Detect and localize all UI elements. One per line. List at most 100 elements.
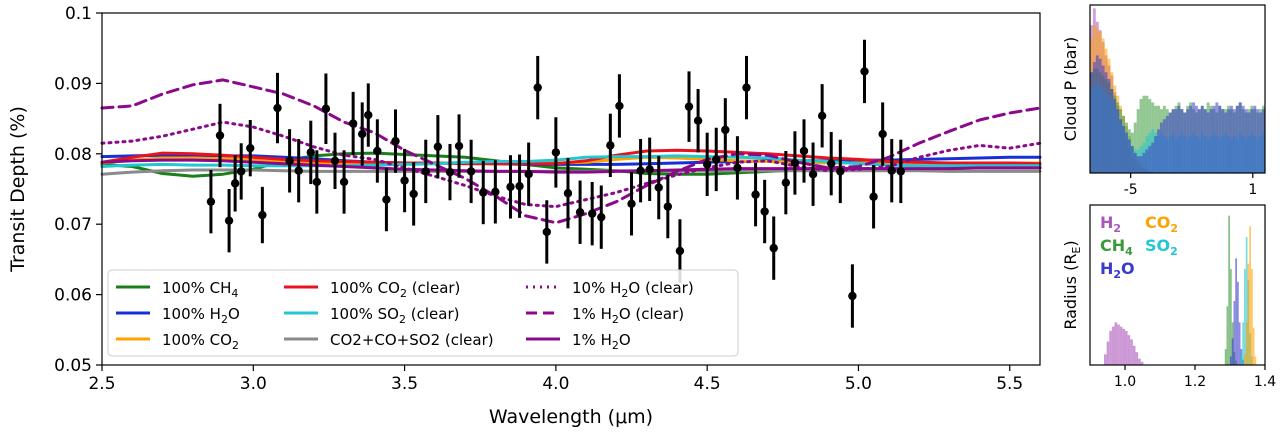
radius-bar xyxy=(1245,237,1248,365)
obs-point xyxy=(636,166,645,175)
main-transit-panel: 2.5 3.0 3.5 4.0 4.5 5.0 5.5 0.050.060.070.080.… xyxy=(7,4,1042,428)
cloud-bar xyxy=(1090,72,1093,173)
obs-point xyxy=(454,141,464,151)
obs-point xyxy=(409,189,418,199)
cloud-bar xyxy=(1171,109,1175,173)
cloud-bar xyxy=(1104,72,1108,173)
radius-histograms xyxy=(1104,215,1257,365)
cloud-bar xyxy=(1221,109,1225,173)
radius-bar xyxy=(1226,306,1229,365)
obs-point xyxy=(533,83,542,92)
legend-label: 100% CH4 xyxy=(162,279,238,300)
cloud-bar xyxy=(1230,105,1233,173)
legend-label: 1% H2O xyxy=(572,331,631,352)
cloud-bar xyxy=(1168,112,1172,173)
main-x-axis-label: Wavelength (μm) xyxy=(489,406,653,428)
radius-y-axis-label: Radius (RE) xyxy=(1061,240,1083,329)
obs-point xyxy=(246,143,255,153)
cloud-bar xyxy=(1142,95,1146,173)
radius-bar xyxy=(1244,269,1246,365)
radius-species-label: CO2 xyxy=(1145,213,1178,235)
obs-point xyxy=(817,111,827,120)
cloud-bar xyxy=(1192,102,1195,173)
radius-bar xyxy=(1235,258,1237,365)
cloud-bar xyxy=(1136,109,1140,173)
radius-bar xyxy=(1114,322,1118,365)
obs-point xyxy=(587,209,597,218)
obs-point xyxy=(808,170,818,179)
obs-point xyxy=(733,163,742,173)
obs-point xyxy=(258,210,267,220)
obs-point xyxy=(433,142,443,151)
cloud-pressure-panel: -5 1 Cloud P (bar) xyxy=(1061,4,1266,198)
radius-bar xyxy=(1138,358,1141,365)
obs-point xyxy=(236,167,246,176)
obs-point xyxy=(836,167,845,176)
radius-species-label: H2O xyxy=(1100,259,1135,281)
cloud-bar xyxy=(1197,109,1201,173)
radius-species-labels: H2 CO2 CH4 SO2 H2O xyxy=(1100,213,1178,281)
cloud-bar xyxy=(1133,152,1137,173)
obs-point xyxy=(330,156,340,166)
main-x-ticks: 2.5 3.0 3.5 4.0 4.5 5.0 5.5 xyxy=(88,365,1023,394)
y-tick-label: 0.05 xyxy=(54,356,92,376)
obs-point xyxy=(684,102,694,111)
obs-point xyxy=(781,178,791,187)
main-y-ticks: 0.05 0.06 0.07 0.08 0.09 0.1 xyxy=(54,4,102,376)
cloud-bar xyxy=(1183,112,1187,173)
cloud-bar xyxy=(1133,122,1137,173)
radius-bar xyxy=(1135,352,1139,365)
obs-point xyxy=(445,167,455,177)
cloud-bar xyxy=(1227,109,1230,173)
cloud-bar xyxy=(1145,95,1149,173)
x-tick-label: 5.5 xyxy=(996,374,1023,394)
obs-point xyxy=(563,189,573,198)
cloud-bar xyxy=(1130,146,1134,173)
obs-point xyxy=(224,216,234,225)
cloud-bar xyxy=(1157,129,1160,173)
cloud-bar xyxy=(1127,139,1131,173)
cloud-x-tick-label: -5 xyxy=(1124,182,1138,198)
obs-point xyxy=(712,155,721,164)
radius-bar xyxy=(1140,361,1144,365)
cloud-bar xyxy=(1224,112,1228,173)
cloud-bar xyxy=(1154,136,1158,173)
obs-point xyxy=(306,148,315,157)
cloud-bar xyxy=(1139,156,1143,173)
cloud-bar xyxy=(1151,142,1155,173)
obs-point xyxy=(721,125,730,135)
cloud-bar xyxy=(1145,149,1149,173)
obs-point xyxy=(575,208,585,217)
obs-point xyxy=(887,166,896,175)
radius-bar xyxy=(1119,326,1123,365)
cloud-bar xyxy=(1148,146,1152,173)
radius-plot-frame xyxy=(1089,204,1266,366)
cloud-bar xyxy=(1110,89,1114,173)
obs-point xyxy=(742,83,751,92)
obs-point xyxy=(627,199,636,208)
radius-bar xyxy=(1228,215,1230,365)
radius-bar xyxy=(1251,269,1253,365)
cloud-bar xyxy=(1177,105,1181,173)
obs-point xyxy=(896,167,906,176)
radius-bar xyxy=(1104,354,1107,365)
radius-x-tick-label: 1.2 xyxy=(1184,374,1206,390)
y-tick-label: 0.06 xyxy=(54,286,92,306)
cloud-bar xyxy=(1174,109,1178,173)
cloud-bar xyxy=(1262,109,1265,173)
cloud-plot-frame xyxy=(1089,4,1266,174)
legend-label: 100% H2O xyxy=(162,305,240,326)
cloud-bar xyxy=(1244,109,1248,173)
radius-bar xyxy=(1245,322,1248,365)
cloud-bar xyxy=(1218,105,1222,173)
legend-label: 1% H2O (clear) xyxy=(572,305,684,326)
obs-point xyxy=(515,181,524,191)
cloud-bar xyxy=(1092,62,1096,174)
cloud-bar xyxy=(1241,105,1245,173)
x-tick-label: 2.5 xyxy=(88,374,115,394)
model-spectra xyxy=(100,78,1042,225)
cloud-bar xyxy=(1165,115,1169,173)
cloud-bar xyxy=(1256,109,1260,173)
legend-label: 100% CO2 (clear) xyxy=(330,279,460,300)
obs-point xyxy=(421,167,430,176)
